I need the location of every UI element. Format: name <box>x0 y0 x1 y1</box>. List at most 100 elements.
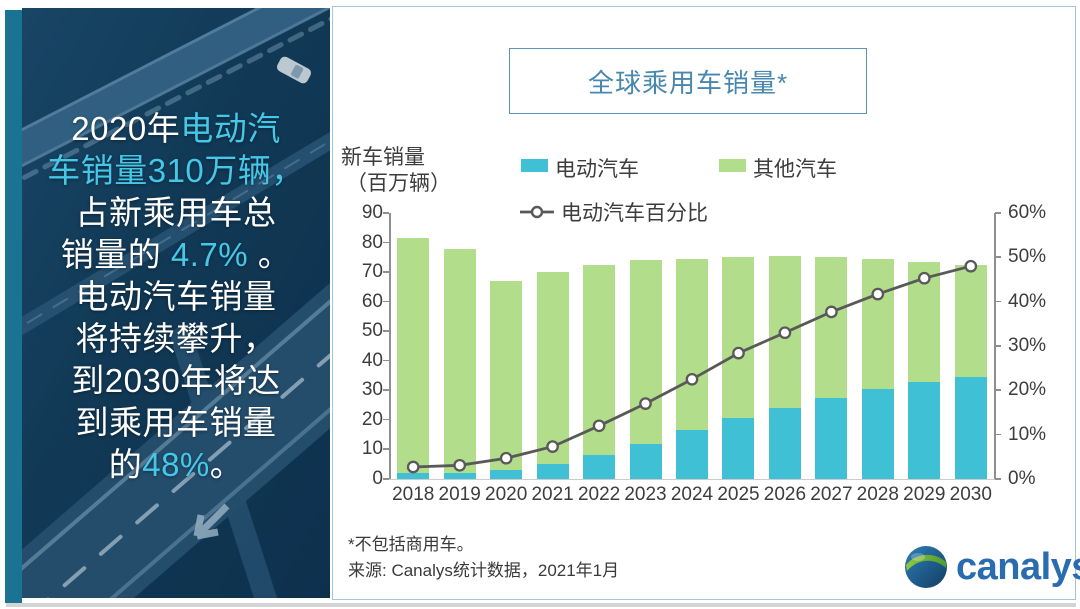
bar-ev-2020 <box>490 470 523 479</box>
left-tick-90: 90 <box>361 202 383 223</box>
headline-line: 占新乘用车总 <box>22 192 330 234</box>
line-marker-2027 <box>825 305 838 319</box>
bar-other-2023 <box>629 260 662 479</box>
legend-label-other: 其他汽车 <box>753 158 837 181</box>
right-tick-20: 20% <box>1008 379 1047 401</box>
headline-segment: 。 <box>248 236 292 273</box>
right-tickmark-0 <box>995 478 1001 480</box>
sidebar-panel: 2020年电动汽 车销量310万辆， 占新乘用车总 销量的 4.7% 。 电动汽… <box>22 8 330 598</box>
left-tickmark-40 <box>383 359 389 362</box>
right-tickmark-40 <box>995 300 1001 303</box>
line-marker-2028 <box>871 287 885 301</box>
x-label-2030: 2030 <box>949 484 992 505</box>
legend-line-marker-icon <box>519 204 555 220</box>
bar-other-2022 <box>583 264 616 479</box>
car-icon <box>276 56 312 84</box>
canalys-globe-icon <box>905 546 947 588</box>
left-tickmark-50 <box>383 330 389 332</box>
x-label-2028: 2028 <box>856 484 899 505</box>
headline-segment: 销量的 <box>60 236 171 273</box>
x-label-2025: 2025 <box>717 484 760 505</box>
y-axis-title: 新车销量 （百万辆） <box>341 145 451 197</box>
headline-segment: 电动汽 <box>180 110 281 147</box>
right-tick-60: 60% <box>1008 202 1047 223</box>
bar-ev-2018 <box>397 473 430 479</box>
right-tick-0: 0% <box>1008 468 1036 489</box>
headline-segment: 。 <box>209 446 244 483</box>
right-tick-40: 40% <box>1008 290 1047 312</box>
legend-swatch-ev <box>521 159 548 172</box>
bar-ev-2026 <box>768 408 801 479</box>
canalys-wordmark: canalys <box>956 546 1080 588</box>
roads <box>22 8 330 598</box>
left-tick-30: 30 <box>361 379 383 401</box>
bar-other-2020 <box>490 281 523 479</box>
left-tickmark-0 <box>383 478 389 480</box>
left-tickmark-80 <box>383 241 389 244</box>
x-label-2024: 2024 <box>670 484 714 505</box>
chart-card: 全球乘用车销量* 新车销量 （百万辆） 电动汽车 其他汽车 电动汽车百分比 90… <box>332 6 1080 600</box>
left-tick-80: 80 <box>361 231 383 253</box>
x-label-2022: 2022 <box>577 484 621 505</box>
right-tick-30: 30% <box>1008 335 1047 356</box>
headline-segment: 电动汽车销量 <box>75 278 277 315</box>
line-marker-2025 <box>732 346 745 360</box>
x-label-2020: 2020 <box>485 484 528 505</box>
legend-label-ev: 电动汽车 <box>555 158 639 181</box>
road-arrow-icon <box>193 503 230 540</box>
left-tickmark-70 <box>383 271 389 273</box>
left-tickmark-30 <box>383 389 389 391</box>
right-axis-line <box>994 213 996 480</box>
headline-line: 电动汽车销量 <box>22 276 330 318</box>
line-marker-2029 <box>917 271 931 285</box>
right-tickmark-10 <box>995 433 1001 436</box>
headline-segment: 48% <box>142 446 210 483</box>
bar-other-2019 <box>443 248 476 479</box>
legend-label-percentage: 电动汽车百分比 <box>561 202 708 225</box>
line-marker-2022 <box>592 419 606 433</box>
line-marker-2024 <box>685 372 699 386</box>
x-label-2019: 2019 <box>438 484 481 505</box>
bar-ev-2028 <box>861 388 894 479</box>
right-tick-10: 10% <box>1008 423 1047 445</box>
right-tick-50: 50% <box>1008 246 1047 268</box>
headline-line: 车销量310万辆， <box>22 150 330 192</box>
headline-line: 将持续攀升， <box>22 318 330 360</box>
left-tickmark-60 <box>383 300 389 303</box>
source-line: 来源: Canalys统计数据，2021年1月 <box>348 561 620 580</box>
line-marker-2020 <box>499 451 513 465</box>
headline-segment: 占新乘用车总 <box>75 194 277 231</box>
headline-line: 到乘用车销量 <box>22 402 330 444</box>
line-marker-2018 <box>406 460 420 474</box>
left-tick-50: 50 <box>361 320 383 342</box>
headline-line: 销量的 4.7% 。 <box>22 234 330 276</box>
headline-line: 2020年电动汽 <box>22 108 330 150</box>
headline-segment: 到乘用车销量 <box>75 404 277 441</box>
left-tickmark-10 <box>383 448 389 450</box>
plot-area <box>390 213 994 479</box>
ev-percentage-line <box>406 259 978 474</box>
sidebar-headline: 2020年电动汽 车销量310万辆， 占新乘用车总 销量的 4.7% 。 电动汽… <box>22 108 330 486</box>
bar-ev-2022 <box>583 455 616 479</box>
x-label-2026: 2026 <box>763 484 807 505</box>
x-label-2021: 2021 <box>531 484 574 505</box>
bar-ev-2030 <box>954 377 987 479</box>
bottom-shadow <box>6 603 1076 607</box>
left-axis-line <box>389 213 391 480</box>
right-tickmark-30 <box>995 345 1001 347</box>
left-tick-40: 40 <box>361 349 383 371</box>
headline-segment: 4.7% <box>170 236 249 273</box>
bar-ev-2024 <box>676 430 708 479</box>
bar-ev-2021 <box>536 464 569 479</box>
legend-swatch-other <box>719 159 746 172</box>
headline-segment: 的 <box>108 446 143 483</box>
x-label-2018: 2018 <box>392 484 435 505</box>
photo-overlay <box>22 8 330 598</box>
right-tickmark-50 <box>995 256 1001 258</box>
footnote: *不包括商用车。 <box>348 535 474 554</box>
left-tick-10: 10 <box>361 438 383 460</box>
headline-line: 的48%。 <box>22 444 330 486</box>
x-label-2023: 2023 <box>624 484 667 505</box>
headline-segment: 车销量310万辆， <box>47 152 305 189</box>
left-accent-strip <box>5 10 22 603</box>
